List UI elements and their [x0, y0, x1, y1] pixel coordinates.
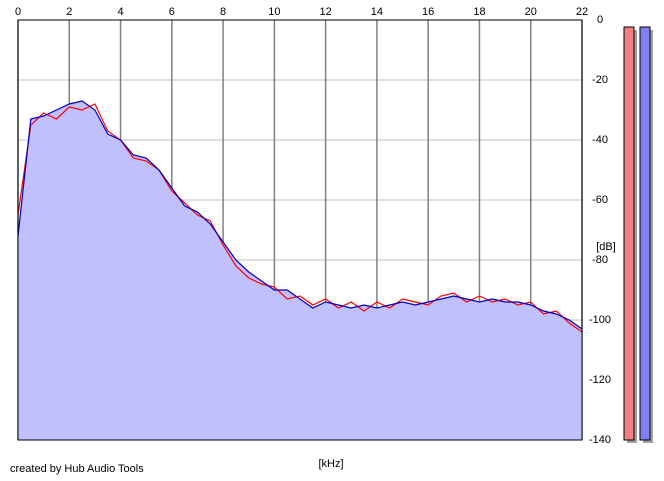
spectrum-line	[17, 100, 583, 330]
x-tick-label: 4	[117, 6, 123, 18]
y-tick-label: -120	[589, 374, 611, 386]
y-tick-label: -20	[592, 74, 608, 86]
x-axis-label: [kHz]	[318, 458, 343, 470]
y-tick-label: 0	[597, 14, 603, 26]
y-axis-label: [dB]	[596, 241, 616, 253]
x-tick-label: 20	[525, 6, 537, 18]
x-tick-label: 8	[220, 6, 226, 18]
plot-border	[17, 19, 583, 441]
y-tick-label: -60	[592, 194, 608, 206]
x-tick-label: 16	[422, 6, 434, 18]
level-meter-right	[639, 26, 651, 441]
y-tick-label: -40	[592, 134, 608, 146]
x-tick-label: 2	[66, 6, 72, 18]
x-tick-label: 12	[320, 6, 332, 18]
credit: created by Hub Audio Tools	[10, 463, 144, 475]
x-tick-label: 18	[473, 6, 485, 18]
y-tick-label: -140	[589, 434, 611, 446]
x-tick-label: 10	[268, 6, 280, 18]
x-tick-label: 22	[576, 6, 588, 18]
y-tick-label: -80	[592, 254, 608, 266]
area	[18, 101, 582, 440]
x-tick-label: 0	[15, 6, 21, 18]
x-tick-label: 6	[169, 6, 175, 18]
y-tick-label: -100	[589, 314, 611, 326]
level-meter-left	[623, 26, 635, 441]
x-tick-label: 14	[371, 6, 383, 18]
